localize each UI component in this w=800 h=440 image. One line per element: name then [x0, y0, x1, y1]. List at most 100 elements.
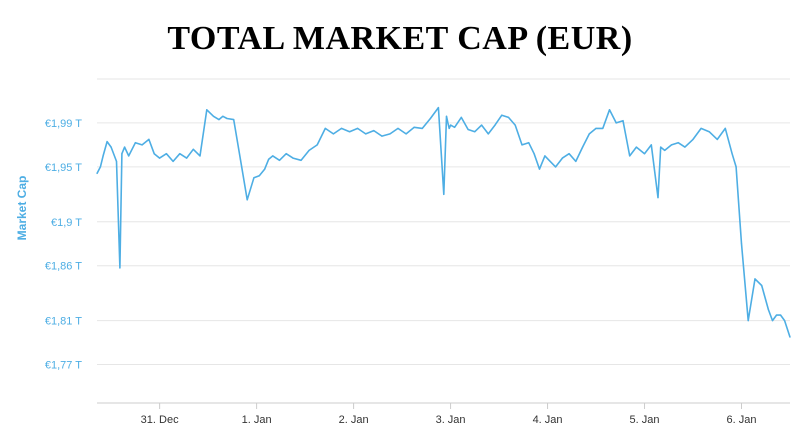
data-point: [780, 315, 781, 316]
data-point: [602, 128, 603, 129]
data-point: [501, 115, 502, 116]
data-point: [616, 122, 617, 123]
data-point: [534, 153, 535, 154]
data-point: [595, 128, 596, 129]
data-point: [629, 155, 630, 156]
data-point: [259, 175, 260, 176]
data-point: [116, 161, 117, 162]
data-point: [761, 285, 762, 286]
data-point: [333, 133, 334, 134]
data-point: [193, 149, 194, 150]
x-tick-label: 4. Jan: [533, 414, 563, 426]
data-point: [508, 117, 509, 118]
data-point: [222, 116, 223, 117]
data-point: [449, 128, 450, 129]
data-point: [776, 315, 777, 316]
data-point: [414, 127, 415, 128]
data-point: [692, 139, 693, 140]
x-tick-label: 6. Jan: [727, 414, 757, 426]
data-point: [474, 131, 475, 132]
data-point: [461, 117, 462, 118]
data-point: [119, 267, 120, 268]
data-point: [709, 131, 710, 132]
data-point: [651, 144, 652, 145]
data-point: [213, 116, 214, 117]
data-point: [253, 177, 254, 178]
x-axis-ticks: 31. Dec 1. Jan 2. Jan 3. Jan 4. Jan 5. Jan 6. …: [141, 403, 757, 426]
data-point: [644, 153, 645, 154]
y-tick-label: €1,86 T: [45, 261, 82, 273]
data-point: [748, 320, 749, 321]
data-point: [247, 199, 248, 200]
data-point: [111, 147, 112, 148]
data-point: [544, 155, 545, 156]
data-point: [199, 155, 200, 156]
data-point: [725, 128, 726, 129]
grid-lines: [97, 79, 790, 403]
x-tick-label: 5. Jan: [630, 414, 660, 426]
data-point: [349, 131, 350, 132]
data-point: [528, 142, 529, 143]
series-points: [96, 107, 790, 338]
data-point: [488, 133, 489, 134]
data-point: [539, 169, 540, 170]
data-point: [454, 127, 455, 128]
data-point: [582, 147, 583, 148]
x-tick-label: 1. Jan: [242, 414, 272, 426]
data-point: [741, 243, 742, 244]
x-tick-label: 2. Jan: [339, 414, 369, 426]
data-point: [148, 139, 149, 140]
data-point: [218, 119, 219, 120]
data-point: [447, 122, 448, 123]
y-tick-label: €1,99 T: [45, 118, 82, 130]
data-point: [784, 320, 785, 321]
data-point: [550, 161, 551, 162]
data-point: [636, 147, 637, 148]
data-point: [279, 160, 280, 161]
data-point: [678, 142, 679, 143]
data-point: [406, 133, 407, 134]
data-point: [515, 125, 516, 126]
data-point: [135, 142, 136, 143]
data-point: [609, 109, 610, 110]
data-point: [264, 169, 265, 170]
data-point: [481, 125, 482, 126]
data-point: [422, 128, 423, 129]
data-point: [100, 166, 101, 167]
y-tick-label: €1,81 T: [45, 316, 82, 328]
y-axis-label: Market Cap: [15, 176, 29, 241]
data-point: [575, 161, 576, 162]
data-point: [341, 128, 342, 129]
data-point: [301, 160, 302, 161]
series-line-market-cap: [97, 108, 790, 338]
data-point: [430, 118, 431, 119]
data-point: [317, 144, 318, 145]
data-point: [103, 155, 104, 156]
data-point: [569, 153, 570, 154]
data-point: [142, 144, 143, 145]
data-point: [664, 150, 665, 151]
data-point: [450, 125, 451, 126]
data-point: [732, 153, 733, 154]
data-point: [768, 309, 769, 310]
data-point: [736, 166, 737, 167]
data-point: [373, 130, 374, 131]
data-point: [754, 278, 755, 279]
data-point: [124, 147, 125, 148]
data-point: [272, 155, 273, 156]
x-tick-label: 3. Jan: [436, 414, 466, 426]
data-point: [233, 119, 234, 120]
data-point: [789, 337, 790, 338]
data-point: [717, 139, 718, 140]
data-point: [154, 153, 155, 154]
data-point: [159, 158, 160, 159]
data-point: [357, 128, 358, 129]
data-point: [166, 153, 167, 154]
y-tick-label: €1,77 T: [45, 360, 82, 372]
data-point: [446, 116, 447, 117]
y-axis-ticks: €1,77 T €1,81 T €1,86 T €1,9 T €1,95 T €1,99 …: [45, 118, 82, 372]
data-point: [121, 153, 122, 154]
data-point: [521, 144, 522, 145]
data-point: [325, 128, 326, 129]
